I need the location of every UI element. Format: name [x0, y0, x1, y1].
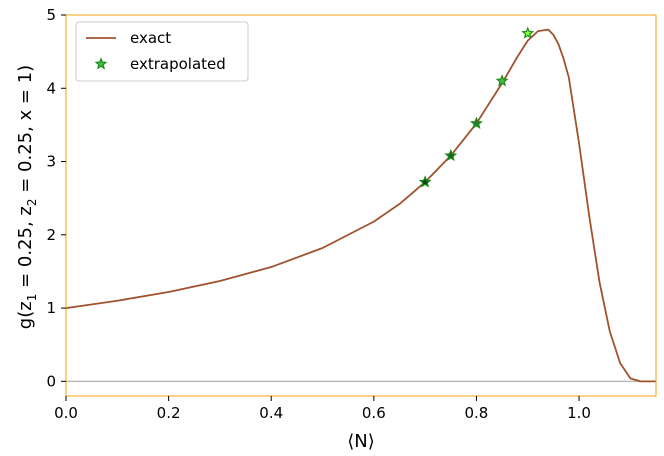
y-tick-label: 5 — [46, 6, 56, 24]
legend-exact-label: exact — [130, 29, 171, 47]
y-tick-labels: 0 1 2 3 4 5 — [46, 6, 56, 390]
legend-extrapolated-label: extrapolated — [130, 55, 226, 73]
y-tick-label: 3 — [46, 153, 56, 171]
x-axis-label: ⟨N⟩ — [347, 431, 375, 452]
x-tick-label: 0.4 — [259, 404, 283, 422]
extrapolated-point — [521, 26, 535, 39]
legend-extrapolated-swatch — [94, 57, 108, 70]
exact-curve — [65, 28, 656, 383]
y-tick-label: 4 — [46, 79, 56, 97]
x-tick-label: 1.0 — [567, 404, 591, 422]
y-tick-label: 0 — [46, 372, 56, 390]
x-tick-label: 0.2 — [157, 404, 181, 422]
y-axis-label: g(z1 = 0.25, z2 = 0.25, x = 1) — [15, 65, 39, 329]
y-tick-label: 1 — [46, 299, 56, 317]
x-tick-label: 0.6 — [362, 404, 386, 422]
extrapolated-point — [444, 148, 458, 162]
extrapolated-point — [469, 116, 483, 129]
plot-area — [61, 14, 657, 401]
y-tick-label: 2 — [46, 226, 56, 244]
x-tick-labels: 0.0 0.2 0.4 0.6 0.8 1.0 — [54, 404, 591, 422]
x-tick-label: 0.8 — [465, 404, 489, 422]
extrapolated-point — [495, 74, 509, 87]
legend-box — [75, 21, 249, 82]
extrapolated-point — [418, 175, 432, 188]
x-tick-label: 0.0 — [54, 404, 78, 422]
legend: exact extrapolated — [75, 21, 249, 82]
plot-frame — [65, 14, 657, 397]
